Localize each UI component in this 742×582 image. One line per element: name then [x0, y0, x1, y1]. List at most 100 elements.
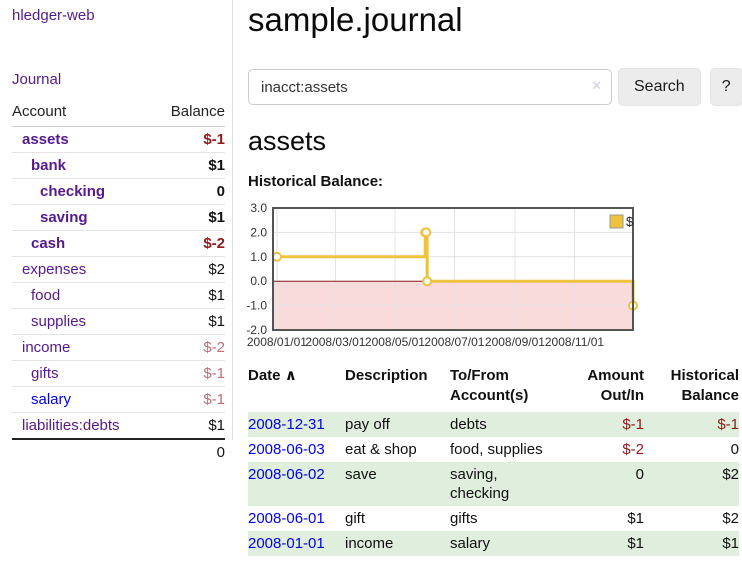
- sidebar-account-link-gifts[interactable]: gifts: [31, 365, 59, 382]
- account-balance: $-1: [153, 386, 225, 413]
- sidebar-account-link-cash[interactable]: cash: [31, 235, 66, 252]
- account-balance: $-2: [153, 230, 225, 257]
- transaction-balance: $-1: [717, 416, 739, 433]
- search-button[interactable]: Search: [618, 68, 701, 106]
- x-tick-label: 2008/05/01: [365, 335, 425, 349]
- legend-label: $: [626, 214, 634, 229]
- sidebar-account-link-food[interactable]: food: [31, 287, 61, 304]
- register-table: Date ∧ Description To/From Account(s) Am…: [248, 366, 739, 556]
- accounts-header-account: Account: [12, 100, 154, 127]
- account-row: salary $-1: [12, 386, 225, 413]
- transaction-date-link[interactable]: 2008-06-02: [248, 466, 325, 483]
- sidebar-item-journal[interactable]: Journal: [12, 71, 62, 88]
- sidebar-account-link-assets[interactable]: assets: [22, 131, 69, 148]
- transaction-amount: $-1: [622, 416, 644, 433]
- transaction-description: save: [345, 466, 377, 483]
- sidebar-divider: [232, 0, 233, 440]
- transaction-accounts: gifts: [450, 510, 478, 527]
- main-content: sample.journal ✕ Search ? assets Histori…: [246, 0, 742, 556]
- transaction-amount: 0: [635, 466, 644, 483]
- transaction-balance: 0: [730, 441, 739, 458]
- account-row: gifts $-1: [12, 360, 225, 387]
- transaction-balance: $1: [722, 535, 739, 552]
- transaction-description: eat & shop: [345, 441, 417, 458]
- account-row: income $-2: [12, 334, 225, 361]
- search-form: ✕ Search ?: [248, 68, 742, 106]
- register-row: 2008-06-01 gift gifts $1 $2: [248, 506, 739, 531]
- chart-title: Historical Balance:: [248, 173, 384, 190]
- help-button[interactable]: ?: [709, 68, 742, 106]
- account-row: assets $-1: [12, 126, 225, 153]
- account-row: supplies $1: [12, 308, 225, 335]
- transaction-date-link[interactable]: 2008-12-31: [248, 416, 325, 433]
- sidebar-account-link-checking[interactable]: checking: [40, 183, 106, 200]
- sidebar-account-link-expenses[interactable]: expenses: [22, 261, 87, 278]
- account-balance: $-1: [153, 126, 225, 153]
- y-tick-label: 0.0: [250, 274, 267, 288]
- transaction-description: gift: [345, 510, 366, 527]
- x-tick-label: 2008/07/01: [424, 335, 484, 349]
- account-row: bank $1: [12, 152, 225, 179]
- register-row: 2008-06-03 eat & shop food, supplies $-2 0: [248, 437, 739, 462]
- y-tick-label: 3.0: [250, 203, 267, 215]
- accounts-total-row: 0: [12, 438, 225, 465]
- transaction-accounts: food, supplies: [450, 441, 543, 458]
- transaction-date-link[interactable]: 2008-06-03: [248, 441, 325, 458]
- column-header-amount: Amount Out/In: [587, 367, 644, 404]
- account-heading: assets: [248, 126, 327, 156]
- transaction-amount: $-2: [622, 441, 644, 458]
- column-header-description: Description: [345, 367, 428, 384]
- x-tick-label: 2008/01/01: [247, 335, 307, 349]
- account-balance: $1: [153, 152, 225, 179]
- account-row: food $1: [12, 282, 225, 309]
- transaction-accounts: saving, checking: [450, 466, 510, 502]
- transaction-balance: $2: [722, 510, 739, 527]
- account-row: expenses $2: [12, 256, 225, 283]
- transaction-amount: $1: [627, 510, 644, 527]
- transaction-date-link[interactable]: 2008-01-01: [248, 535, 325, 552]
- register-row: 2008-12-31 pay off debts $-1 $-1: [248, 412, 739, 437]
- x-tick-label: 2008/11/01: [545, 335, 604, 349]
- chart-canvas: $3.0 2.0 1.0 0.0 -1.0 -2.02008/01/012008/03/0…: [246, 201, 638, 349]
- transaction-balance: $2: [722, 466, 739, 483]
- x-tick-label: 2008/09/01: [485, 335, 545, 349]
- sidebar-account-link-income[interactable]: income: [22, 339, 71, 356]
- sidebar: hledger-web Journal Account Balance asse…: [0, 0, 232, 465]
- register-header-row: Date ∧ Description To/From Account(s) Am…: [248, 366, 739, 412]
- transaction-description: pay off: [345, 416, 390, 433]
- account-balance: $-1: [153, 360, 225, 387]
- account-balance: $1: [208, 417, 225, 434]
- account-balance: $2: [153, 256, 225, 283]
- sort-ascending-icon: ∧: [284, 367, 297, 384]
- transaction-date-link[interactable]: 2008-06-01: [248, 510, 325, 527]
- account-row: cash $-2: [12, 230, 225, 257]
- app-brand-link[interactable]: hledger-web: [12, 7, 95, 24]
- account-row: liabilities:debts $1: [12, 413, 225, 440]
- column-header-date[interactable]: Date ∧: [248, 367, 297, 384]
- search-input[interactable]: [248, 69, 612, 105]
- transaction-description: income: [345, 535, 394, 552]
- y-tick-label: 2.0: [250, 225, 267, 239]
- sidebar-account-link-bank[interactable]: bank: [31, 157, 67, 174]
- accounts-header-row: Account Balance: [12, 100, 225, 127]
- account-balance: $1: [153, 282, 225, 309]
- transaction-amount: $1: [627, 535, 644, 552]
- sidebar-account-link-salary[interactable]: salary: [31, 391, 72, 408]
- y-tick-label: -2.0: [246, 323, 267, 337]
- accounts-header-balance: Balance: [153, 100, 225, 127]
- y-tick-label: -1.0: [246, 299, 267, 313]
- column-header-balance: Historical Balance: [670, 367, 739, 404]
- account-balance: $-2: [153, 334, 225, 361]
- clear-search-icon[interactable]: ✕: [591, 78, 602, 93]
- sidebar-account-link-liabilities-debts[interactable]: liabilities:debts: [22, 417, 120, 434]
- account-balance: $1: [153, 308, 225, 335]
- sidebar-account-link-saving[interactable]: saving: [40, 209, 88, 226]
- transaction-accounts: debts: [450, 416, 487, 433]
- account-row: saving $1: [12, 204, 225, 231]
- account-balance: 0: [153, 178, 225, 205]
- accounts-table: Account Balance assets $-1 bank $1 checking 0…: [12, 100, 225, 465]
- sidebar-account-link-supplies[interactable]: supplies: [31, 313, 87, 330]
- account-row: checking 0: [12, 178, 225, 205]
- accounts-total-value: 0: [153, 438, 225, 465]
- x-tick-label: 2008/03/01: [305, 335, 365, 349]
